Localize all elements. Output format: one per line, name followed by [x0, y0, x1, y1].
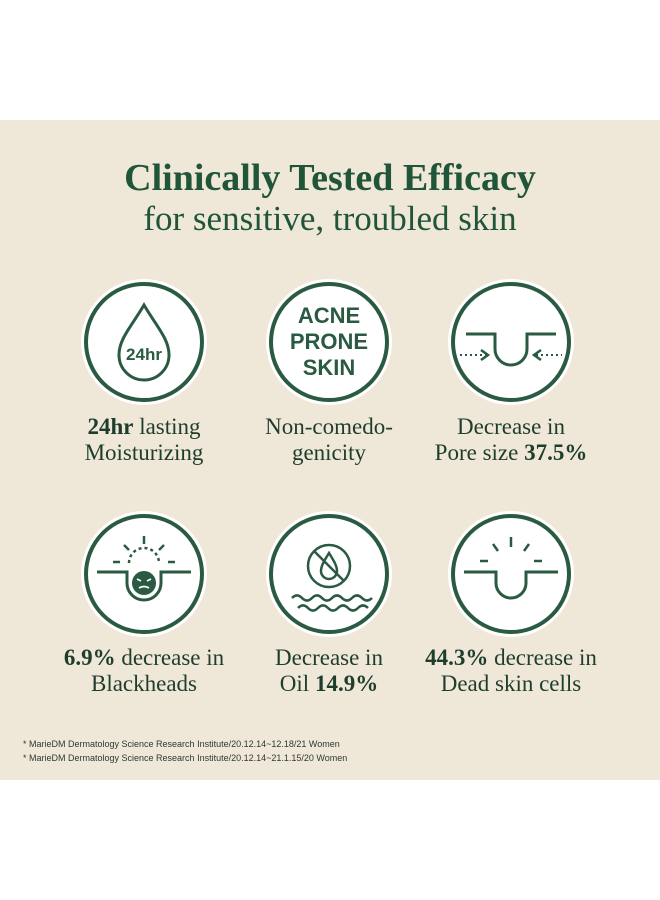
- droplet-label: 24hr: [126, 345, 162, 364]
- dead-skin-icon: [451, 514, 571, 634]
- caption-line: Moisturizing: [84, 440, 204, 465]
- caption-line: Pore size 37.5%: [411, 440, 611, 466]
- badge-non-comedogenic: ACNE PRONE SKIN: [266, 279, 392, 405]
- caption-bold: 14.9%: [314, 671, 379, 696]
- caption-line: Dead skin cells: [440, 671, 582, 696]
- badge-blackheads: [81, 511, 207, 637]
- page-subtitle: for sensitive, troubled skin: [143, 199, 517, 238]
- blackhead-icon: [84, 514, 204, 634]
- caption-oil: Decrease in Oil 14.9%: [229, 645, 429, 697]
- caption-rest: Oil: [279, 671, 315, 696]
- caption-blackheads: 6.9% decrease in Blackheads: [30, 645, 258, 697]
- caption-line: 24hr lasting: [44, 414, 244, 440]
- caption-pore-size: Decrease in Pore size 37.5%: [411, 414, 611, 466]
- icon-text-prone: PRONE: [290, 329, 368, 354]
- pore-shrink-icon: [451, 282, 571, 402]
- caption-line: Oil 14.9%: [229, 671, 429, 697]
- caption-line: 44.3% decrease in: [400, 645, 622, 671]
- droplet-24hr-icon: 24hr: [84, 282, 204, 402]
- caption-line: Non-comedo-: [265, 414, 393, 439]
- footnote: * MarieDM Dermatology Science Research I…: [23, 739, 340, 749]
- caption-bold: 24hr: [87, 414, 134, 439]
- acne-prone-skin-icon: ACNE PRONE SKIN: [269, 282, 389, 402]
- caption-line: genicity: [291, 440, 367, 465]
- caption-line: Decrease in: [275, 645, 383, 670]
- caption-non-comedogenic: Non-comedo- genicity: [229, 414, 429, 466]
- badge-pore-size: [448, 279, 574, 405]
- caption-moisturizing: 24hr lasting Moisturizing: [44, 414, 244, 466]
- caption-rest: lasting: [133, 414, 201, 439]
- badge-dead-skin: [448, 511, 574, 637]
- caption-bold: 6.9%: [63, 645, 116, 670]
- badge-moisturizing: 24hr: [81, 279, 207, 405]
- footnote: * MarieDM Dermatology Science Research I…: [23, 753, 348, 763]
- caption-rest: Pore size: [434, 440, 525, 465]
- caption-rest: decrease in: [488, 645, 597, 670]
- caption-line: Blackheads: [90, 671, 197, 696]
- icon-text-acne: ACNE: [298, 303, 360, 328]
- caption-line: Decrease in: [457, 414, 565, 439]
- caption-bold: 37.5%: [524, 440, 588, 465]
- background-panel: [0, 120, 660, 780]
- caption-bold: 44.3%: [425, 645, 489, 670]
- badge-oil: [266, 511, 392, 637]
- caption-dead-skin: 44.3% decrease in Dead skin cells: [400, 645, 622, 697]
- caption-rest: decrease in: [115, 645, 225, 670]
- no-oil-icon: [269, 514, 389, 634]
- page-title: Clinically Tested Efficacy: [124, 157, 536, 199]
- caption-line: 6.9% decrease in: [30, 645, 258, 671]
- icon-text-skin: SKIN: [303, 355, 356, 380]
